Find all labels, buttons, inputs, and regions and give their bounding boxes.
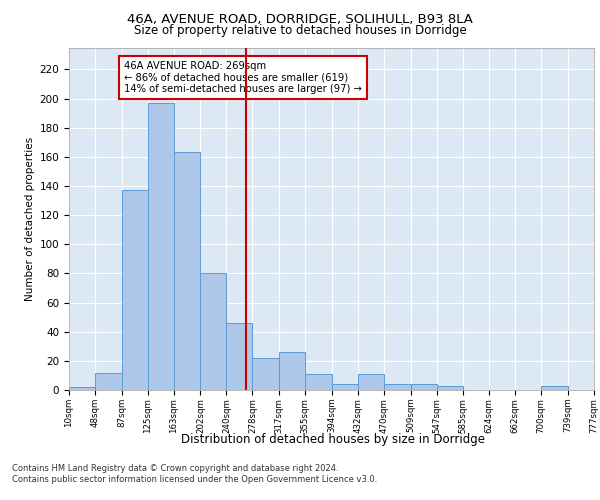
Bar: [437, 386, 463, 390]
Text: Contains HM Land Registry data © Crown copyright and database right 2024.: Contains HM Land Registry data © Crown c…: [12, 464, 338, 473]
Bar: [122, 190, 148, 390]
Bar: [305, 374, 332, 390]
Text: Distribution of detached houses by size in Dorridge: Distribution of detached houses by size …: [181, 432, 485, 446]
Bar: [410, 384, 437, 390]
Bar: [200, 274, 226, 390]
Text: Contains public sector information licensed under the Open Government Licence v3: Contains public sector information licen…: [12, 475, 377, 484]
Bar: [358, 374, 384, 390]
Bar: [148, 103, 174, 390]
Text: Size of property relative to detached houses in Dorridge: Size of property relative to detached ho…: [134, 24, 466, 37]
Y-axis label: Number of detached properties: Number of detached properties: [25, 136, 35, 301]
Text: 46A, AVENUE ROAD, DORRIDGE, SOLIHULL, B93 8LA: 46A, AVENUE ROAD, DORRIDGE, SOLIHULL, B9…: [127, 12, 473, 26]
Bar: [174, 152, 200, 390]
Bar: [279, 352, 305, 390]
Bar: [95, 372, 122, 390]
Bar: [226, 323, 253, 390]
Bar: [384, 384, 410, 390]
Bar: [253, 358, 279, 390]
Text: 46A AVENUE ROAD: 269sqm
← 86% of detached houses are smaller (619)
14% of semi-d: 46A AVENUE ROAD: 269sqm ← 86% of detache…: [124, 60, 362, 94]
Bar: [541, 386, 568, 390]
Bar: [69, 387, 95, 390]
Bar: [332, 384, 358, 390]
